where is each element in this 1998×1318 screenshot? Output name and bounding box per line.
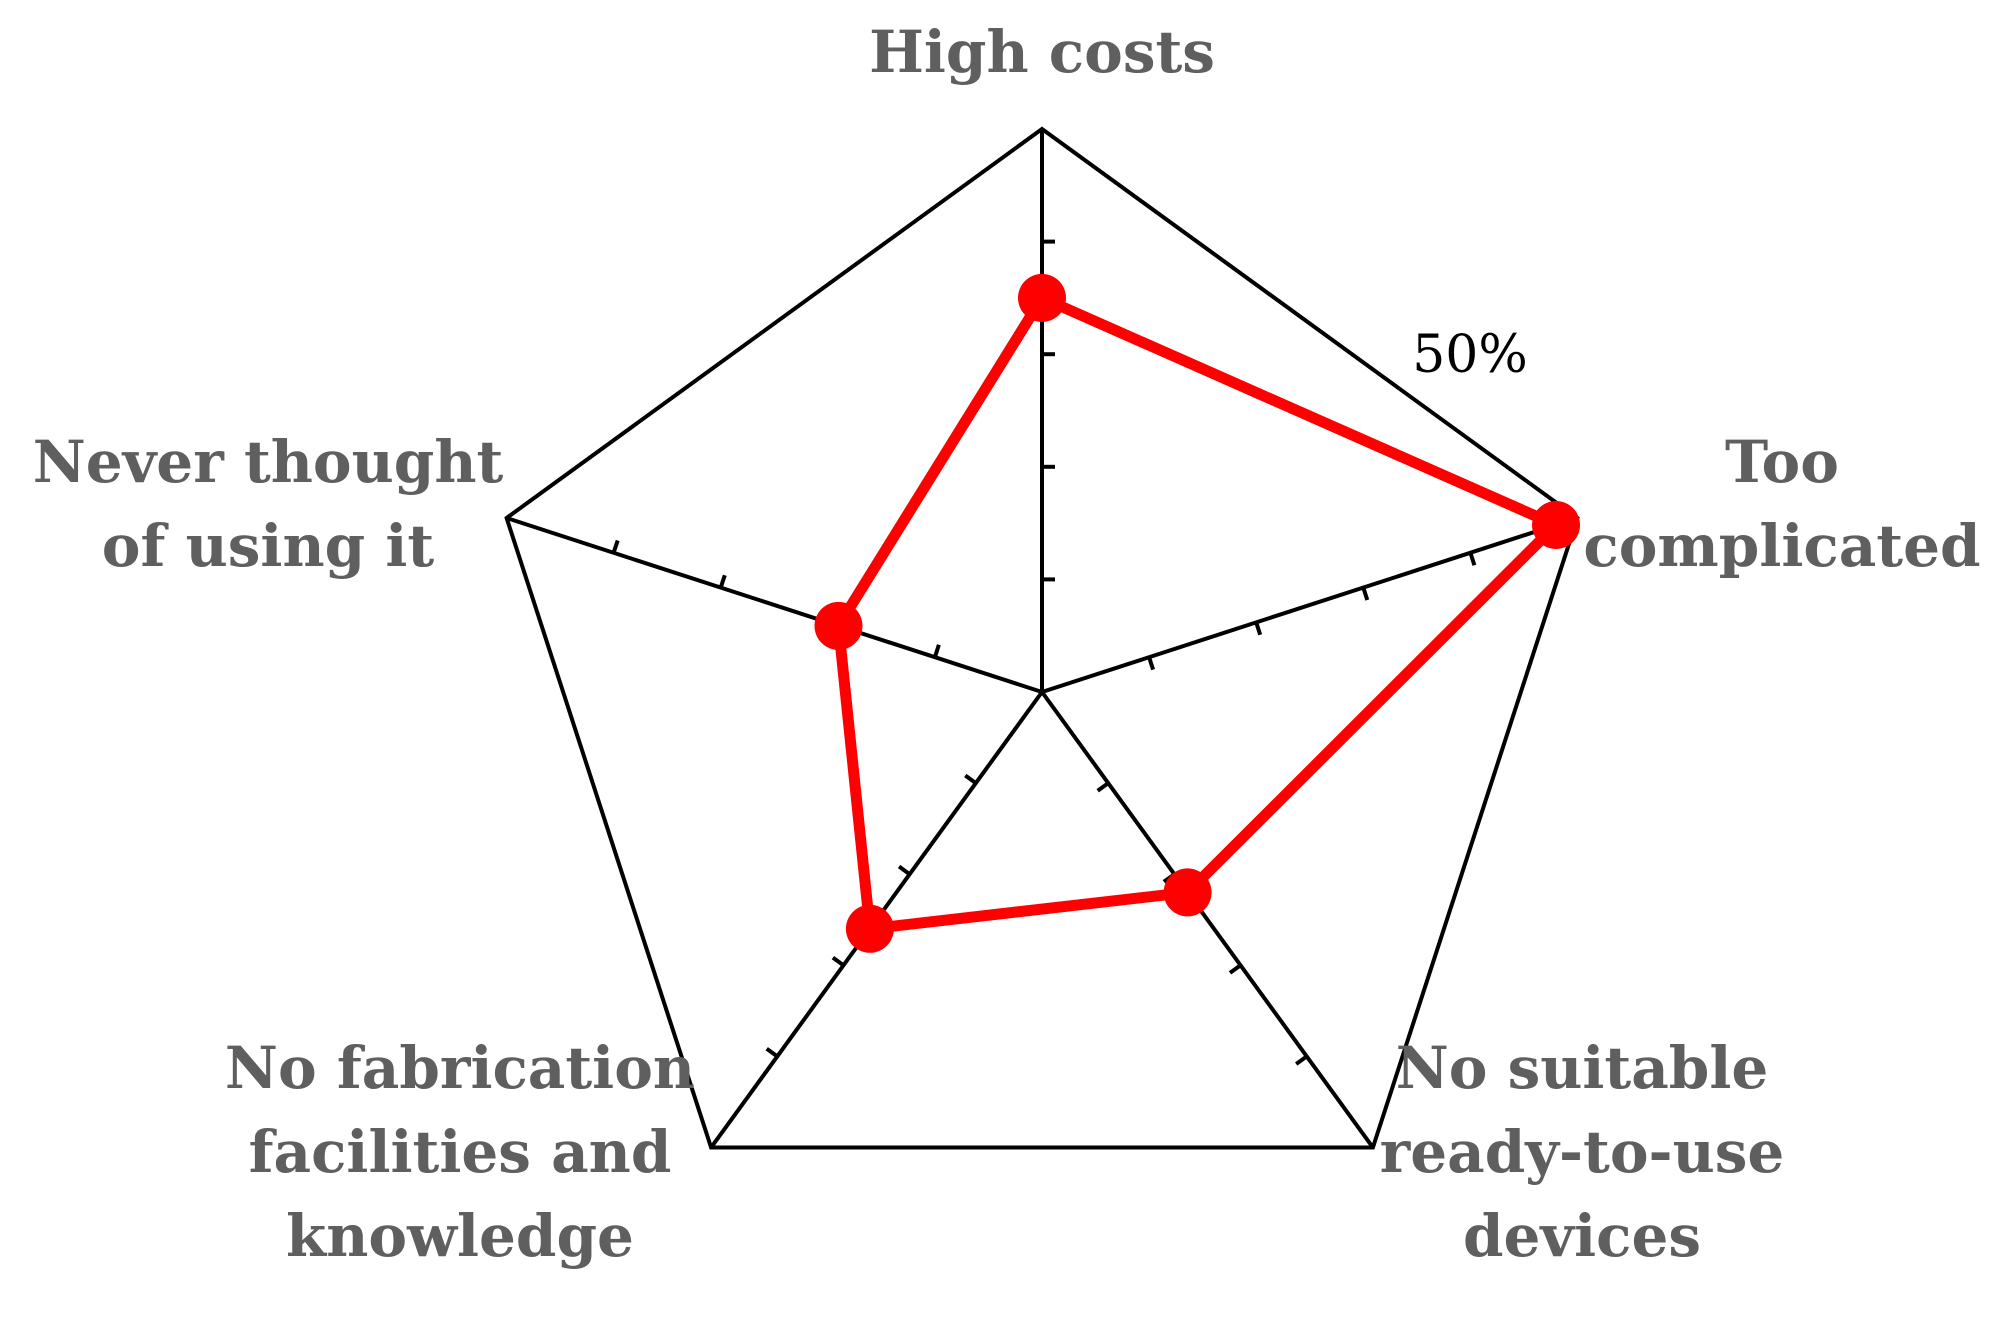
axis-spoke — [1040, 690, 1375, 1149]
axis-tick — [1295, 1054, 1308, 1066]
axis-tick — [1361, 586, 1370, 601]
axis-label-layer: High costs Too complicated No suitable ready… — [33, 18, 1981, 1270]
axis-label-line: facilities and — [249, 1118, 672, 1186]
axis-tick — [1254, 621, 1263, 636]
data-point — [1018, 273, 1066, 322]
axis-label-line: Too — [1725, 428, 1839, 496]
axis-tick — [1468, 552, 1477, 566]
axis-label: Too complicated — [1583, 428, 1980, 580]
axis-tick — [897, 864, 911, 876]
data-point — [814, 601, 863, 650]
data-point — [1532, 501, 1580, 549]
axis-tick — [1147, 656, 1156, 671]
data-point — [845, 904, 894, 953]
axis-label-line: devices — [1463, 1202, 1701, 1270]
axis-label: No fabrication facilities and knowledge — [225, 1034, 695, 1270]
axis-tick — [1096, 781, 1110, 793]
axis-label-line: High costs — [869, 18, 1215, 86]
axis-tick — [1228, 963, 1242, 975]
axis-tick — [765, 1047, 779, 1059]
axis-label-line: No suitable — [1396, 1034, 1769, 1102]
series-line — [833, 292, 1562, 935]
data-point — [1163, 868, 1212, 917]
axis-tick — [932, 644, 941, 658]
axis-tick — [964, 773, 977, 785]
axis-spoke — [1041, 516, 1579, 694]
series-layer — [814, 273, 1580, 953]
axis-tick — [611, 539, 620, 554]
axis-label: No suitable ready-to-use devices — [1380, 1034, 1785, 1270]
axis-label-line: knowledge — [286, 1202, 634, 1270]
axis-tick — [718, 574, 727, 589]
axis-label: Never thought of using it — [33, 428, 504, 580]
axis-label-line: ready-to-use — [1380, 1118, 1785, 1186]
axis-label: High costs — [869, 18, 1215, 86]
axis-tick — [831, 955, 845, 967]
scale-max-label: 50% — [1412, 325, 1528, 385]
axis-label-line: No fabrication — [225, 1034, 695, 1102]
axis-label-line: Never thought — [33, 428, 504, 496]
outer-frame — [504, 126, 1580, 1150]
axis-label-line: of using it — [102, 512, 435, 580]
axis-spoke — [505, 516, 1043, 694]
axis-label-line: complicated — [1583, 512, 1980, 580]
